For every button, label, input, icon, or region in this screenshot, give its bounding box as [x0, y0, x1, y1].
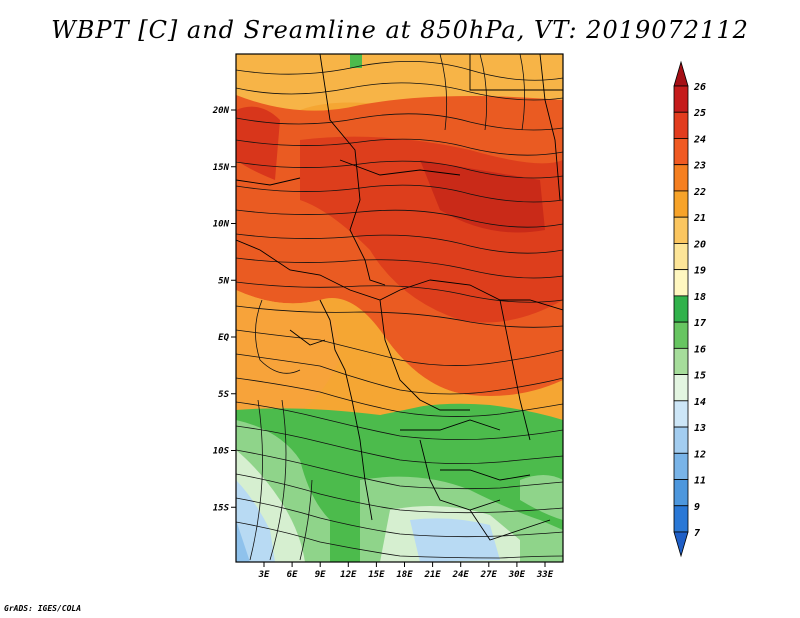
- lon-label: 15E: [368, 570, 385, 580]
- lat-label: 15N: [213, 163, 230, 173]
- lat-label: 15S: [213, 503, 230, 513]
- colorbar-box: [673, 216, 689, 244]
- colorbar-box: [673, 374, 689, 402]
- colorbar-label: 22: [693, 187, 706, 198]
- colorbar-label: 11: [694, 476, 706, 487]
- lon-label: 6E: [287, 570, 298, 580]
- colorbar-label: 23: [693, 161, 706, 172]
- colorbar-box: [673, 138, 689, 166]
- colorbar-label: 12: [694, 449, 706, 460]
- colorbar-label: 9: [694, 502, 700, 513]
- colorbar-top-arrow: [673, 60, 689, 87]
- longitude-axis: 3E 6E 9E 12E 15E 18E 21E 24E 27E 30E 33E: [258, 562, 554, 580]
- colorbar-label: 24: [693, 134, 706, 145]
- colorbar-label: 18: [694, 292, 706, 303]
- lat-label: 10S: [213, 447, 230, 457]
- lon-label: 18E: [396, 570, 413, 580]
- colorbar-box: [673, 426, 689, 454]
- streamlines: [236, 54, 563, 561]
- colorbar-label: 17: [694, 318, 706, 329]
- colorbar-box: [673, 111, 689, 139]
- colorbar-box: [673, 321, 689, 349]
- colorbar-label: 13: [694, 423, 706, 434]
- colorbar-box: [673, 452, 689, 480]
- colorbar-box: [673, 295, 689, 323]
- map-title: WBPT [C] and Sreamline at 850hPa, VT: 20…: [51, 16, 749, 44]
- lon-label: 27E: [480, 570, 498, 580]
- lon-label: 9E: [315, 570, 326, 580]
- latitude-axis: 20N 15N 10N 5N EQ 5S 10S 15S: [212, 106, 236, 513]
- lat-label: 10N: [213, 220, 230, 230]
- lat-label: 20N: [212, 106, 230, 116]
- colorbar-label: 26: [693, 82, 706, 93]
- colorbar-label: 21: [693, 213, 706, 224]
- country-borders: [236, 54, 563, 541]
- lat-label: 5N: [218, 276, 229, 286]
- colorbar-box: [673, 505, 689, 533]
- lon-label: 33E: [536, 570, 554, 580]
- lon-label: 21E: [423, 570, 441, 580]
- grads-credit: GrADS: IGES/COLA: [4, 604, 82, 613]
- lon-label: 12E: [340, 570, 357, 580]
- colorbar-label: 16: [694, 344, 706, 355]
- wbpt-field: [236, 54, 563, 562]
- colorbar-box: [673, 243, 689, 271]
- colorbar-box: [673, 347, 689, 375]
- colorbar-box: [673, 479, 689, 507]
- map-frame: [235, 53, 564, 563]
- colorbar-label: 25: [693, 108, 706, 119]
- lon-label: 24E: [452, 570, 470, 580]
- colorbar-box: [673, 269, 689, 297]
- lon-label: 3E: [258, 570, 270, 580]
- colorbar-box: [673, 85, 689, 113]
- colorbar-label: 19: [694, 266, 706, 277]
- colorbar-label: 7: [694, 528, 700, 539]
- colorbar-box: [673, 190, 689, 218]
- colorbar-box: [673, 164, 689, 192]
- lon-label: 30E: [508, 570, 526, 580]
- lat-label: 5S: [218, 390, 229, 400]
- colorbar: 26 25 24 23 22 21 20 19 18 17 16 15 14 13 12 11 9 7: [673, 60, 706, 558]
- colorbar-box: [673, 400, 689, 428]
- colorbar-bottom-arrow: [673, 531, 689, 558]
- lat-label: EQ: [218, 333, 229, 343]
- colorbar-label: 14: [694, 397, 706, 408]
- colorbar-label: 15: [694, 371, 706, 382]
- colorbar-label: 20: [693, 239, 706, 250]
